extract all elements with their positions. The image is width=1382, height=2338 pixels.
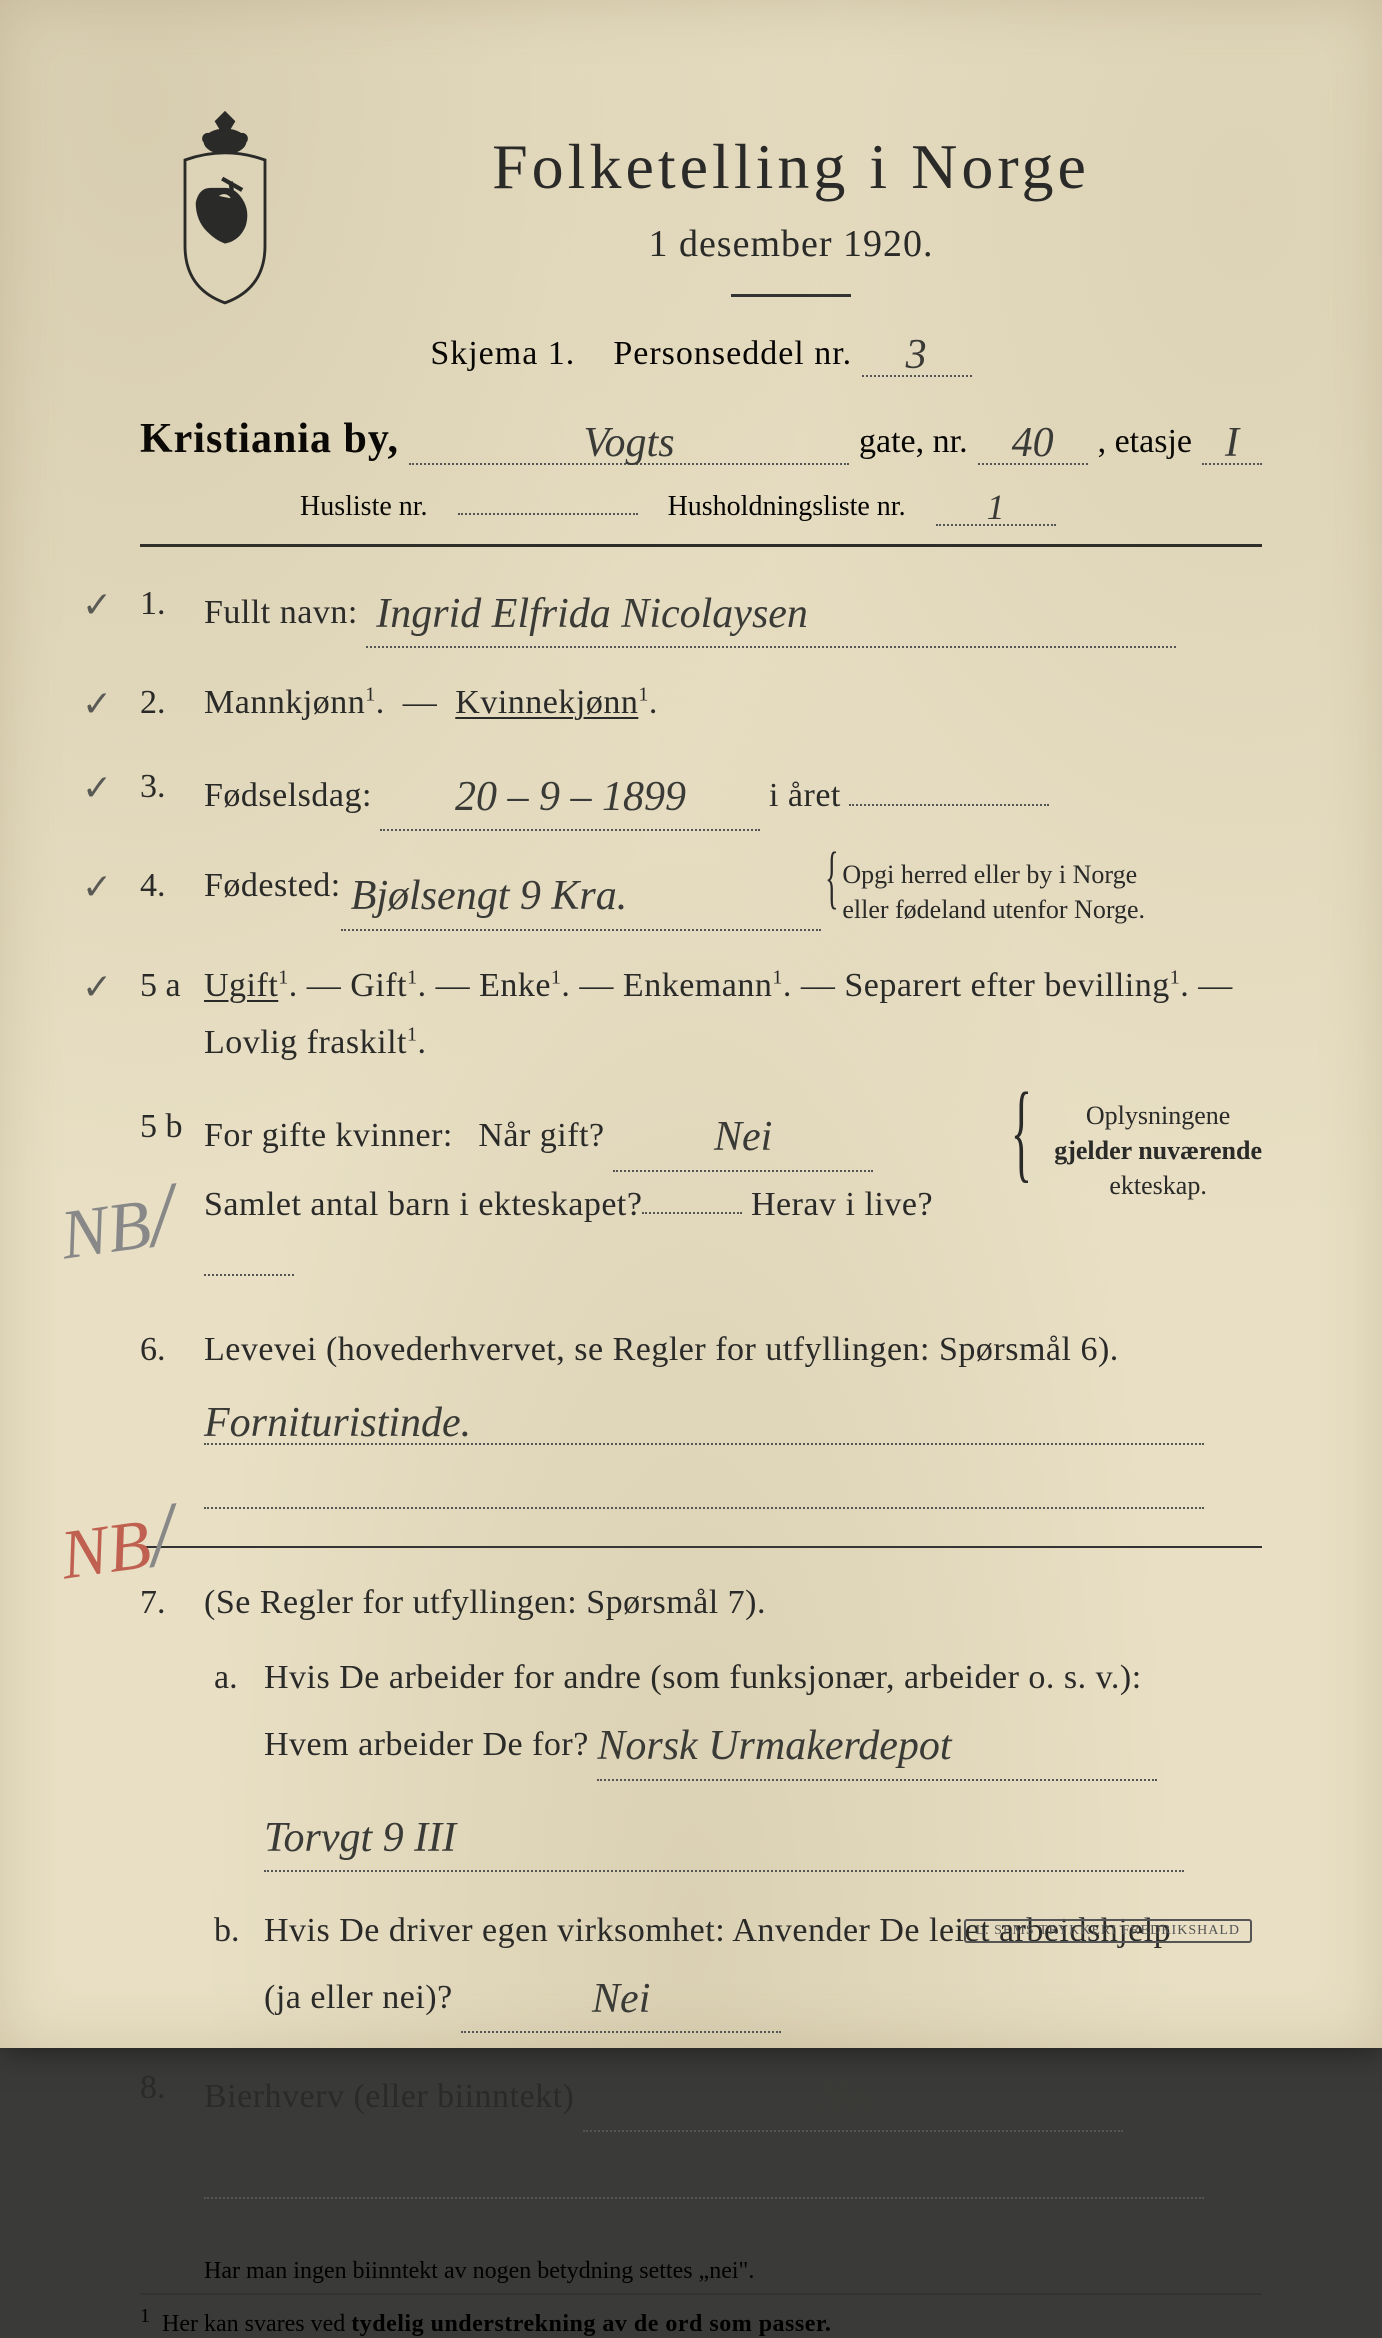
street-name: Vogts: [584, 420, 675, 466]
marital-unmarried-selected: Ugift: [204, 967, 278, 1004]
when-married-value: Nei: [714, 1114, 772, 1160]
sex-female-selected: Kvinnekjønn: [455, 684, 638, 721]
footnote-rule: [140, 2293, 1262, 2295]
q7a: a. Hvis De arbeider for andre (som funks…: [204, 1649, 1262, 1872]
q2-sex: ✓ 2. Mannkjønn1. — Kvinnekjønn1.: [140, 674, 1262, 732]
q6-rule: [140, 1546, 1262, 1548]
brace-icon: {: [1011, 1098, 1032, 1164]
slip-number: 3: [906, 332, 928, 378]
q4-birthplace: ✓ 4. Fødested: Bjølsengt 9 Kra. { Opgi h…: [140, 857, 1262, 930]
census-date: 1 desember 1920.: [320, 222, 1262, 266]
printer-stamp: L. SEMS TRYKKERI FREDRIKSHALD: [964, 1919, 1252, 1943]
checkmark-icon: ✓: [82, 957, 112, 1018]
list-numbers-line: Husliste nr. Husholdningsliste nr.1: [300, 479, 1262, 526]
employer-value-1: Norsk Urmakerdepot: [597, 1723, 951, 1769]
q5a-marital-status: ✓ 5 a Ugift1. — Gift1. — Enke1. — Enkema…: [140, 957, 1262, 1073]
household-number: 1: [987, 487, 1005, 527]
q1-full-name: ✓ 1. Fullt navn: Ingrid Elfrida Nicolays…: [140, 575, 1262, 648]
q4-note: Opgi herred eller by i Norgeeller fødela…: [842, 857, 1145, 927]
title-divider: [731, 294, 851, 297]
address-line: Kristiania by, Vogts gate, nr. 40 , etas…: [140, 415, 1262, 465]
occupation-value: Fornituristinde.: [204, 1400, 471, 1446]
header-rule: [140, 544, 1262, 547]
hint-line: Har man ingen biinntekt av nogen betydni…: [204, 2258, 1262, 2285]
full-name-value: Ingrid Elfrida Nicolaysen: [376, 591, 808, 637]
birthplace-value: Bjølsengt 9 Kra.: [351, 873, 628, 919]
brace-icon: {: [825, 857, 838, 899]
q7-employment: 7. (Se Regler for utfyllingen: Spørsmål …: [140, 1574, 1262, 2034]
checkmark-icon: ✓: [82, 857, 112, 918]
main-title: Folketelling i Norge: [320, 130, 1262, 204]
q5b-note: Oplysningene gjelder nuværende ekteskap.: [1054, 1098, 1262, 1203]
floor-number: I: [1225, 420, 1239, 466]
q5b-married-women: 5 b For gifte kvinner: Når gift? Nei Sam…: [140, 1098, 1262, 1295]
coat-of-arms-icon: [150, 110, 300, 310]
birthdate-value: 20 – 9 – 1899: [455, 774, 686, 820]
form-header: Folketelling i Norge 1 desember 1920.: [140, 130, 1262, 297]
secondary-occupation-value: Nei.: [818, 2075, 887, 2121]
employer-value-2: Torvgt 9 III: [264, 1815, 456, 1861]
own-business-value: Nei: [592, 1976, 650, 2022]
q8-secondary-occupation: 8. Bierhverv (eller biinntekt) Nei.: [140, 2059, 1262, 2218]
house-number: 40: [1012, 420, 1054, 466]
q6-answer: Fornituristinde.: [140, 1395, 1262, 1514]
q6-occupation: 6. Levevei (hovederhvervet, se Regler fo…: [140, 1321, 1262, 1379]
form-id-line: Skjema 1. Personseddel nr. 3: [140, 327, 1262, 377]
checkmark-icon: ✓: [82, 575, 112, 636]
q3-birthdate: ✓ 3. Fødselsdag: 20 – 9 – 1899 i året: [140, 758, 1262, 831]
checkmark-icon: ✓: [82, 674, 112, 735]
checkmark-icon: ✓: [82, 758, 112, 819]
footnote: 1 Her kan svares ved tydelig understrekn…: [140, 2305, 1262, 2338]
census-form-page: NB/ NB/ Folketelling i Norge 1 desember …: [0, 0, 1382, 2048]
